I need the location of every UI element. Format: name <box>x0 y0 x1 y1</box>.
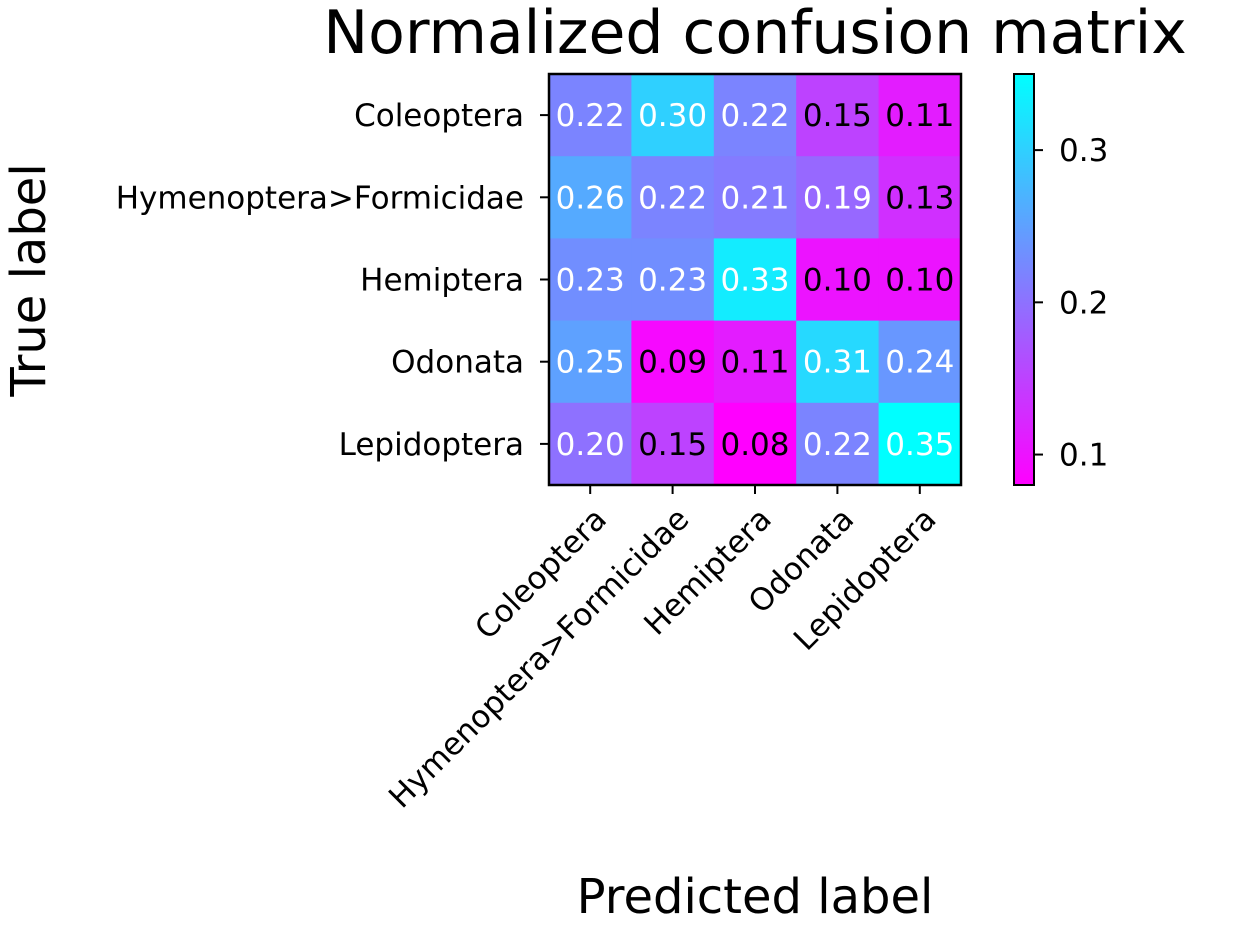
heatmap-cell <box>549 402 632 486</box>
cell-value-label: 0.35 <box>885 427 954 463</box>
colorbar-ticks: 0.1 0.2 0.3 <box>1034 133 1108 474</box>
heatmap-cell <box>796 402 880 486</box>
cell-value-label: 0.15 <box>803 98 872 134</box>
heatmap-cell <box>713 320 797 404</box>
y-axis-label: True label <box>1 163 57 397</box>
heatmap-cell <box>796 74 880 157</box>
heatmap-cell <box>631 402 715 486</box>
cell-value-label: 0.11 <box>885 98 954 134</box>
cell-value-label: 0.22 <box>556 98 625 134</box>
heatmap-cell <box>549 156 632 239</box>
heatmap-cell <box>878 238 962 322</box>
heatmap-cell <box>796 238 880 322</box>
heatmap-cell <box>713 238 797 322</box>
heatmap-cell <box>631 74 715 157</box>
cell-value-label: 0.23 <box>556 263 625 299</box>
y-tick-label: Hemiptera <box>360 263 524 299</box>
heatmap-cell <box>878 402 962 486</box>
cell-value-label: 0.25 <box>556 345 625 381</box>
colorbar-tick-label: 0.1 <box>1059 438 1108 474</box>
y-tick-label: Lepidoptera <box>339 427 524 463</box>
cell-value-label: 0.31 <box>803 345 872 381</box>
colorbar <box>1013 73 1035 486</box>
heatmap-cell-labels: 0.22 0.30 0.22 0.15 0.11 0.26 0.22 0.21 0.19 0.13… <box>556 98 955 463</box>
cell-value-label: 0.08 <box>720 427 789 463</box>
x-axis-ticks: ColeopteraHymenoptera>FormicidaeHemipter… <box>382 485 943 815</box>
heatmap-cell <box>549 74 632 157</box>
cell-value-label: 0.30 <box>638 98 707 134</box>
x-tick-label: Hymenoptera>Formicidae <box>382 501 696 815</box>
heatmap-cell <box>631 156 715 239</box>
heatmap-cell <box>631 238 715 322</box>
heatmap-cells <box>549 74 962 486</box>
heatmap-cell <box>713 156 797 239</box>
heatmap-cell <box>796 320 880 404</box>
heatmap-cell <box>549 238 632 322</box>
heatmap-cell <box>713 74 797 157</box>
cell-value-label: 0.10 <box>803 263 872 299</box>
cell-value-label: 0.19 <box>803 180 872 216</box>
heatmap-cell <box>878 74 962 157</box>
chart-title: Normalized confusion matrix <box>323 0 1187 68</box>
cell-value-label: 0.26 <box>556 180 625 216</box>
cell-value-label: 0.13 <box>885 180 954 216</box>
cell-value-label: 0.09 <box>638 345 707 381</box>
y-tick-label: Coleoptera <box>354 98 524 134</box>
y-axis-ticks: Coleoptera Hymenoptera>Formicidae Hemipter… <box>116 98 549 463</box>
heatmap-cell <box>713 402 797 486</box>
cell-value-label: 0.21 <box>720 180 789 216</box>
colorbar-tick-label: 0.2 <box>1059 285 1108 321</box>
cell-value-label: 0.10 <box>885 263 954 299</box>
cell-value-label: 0.33 <box>720 263 789 299</box>
x-tick-label: Lepidoptera <box>787 501 944 658</box>
cell-value-label: 0.15 <box>638 427 707 463</box>
y-tick-label: Hymenoptera>Formicidae <box>116 180 524 216</box>
cell-value-label: 0.22 <box>803 427 872 463</box>
cell-value-label: 0.24 <box>885 345 954 381</box>
colorbar-tick-label: 0.3 <box>1059 133 1108 169</box>
heatmap-cell <box>796 156 880 239</box>
heatmap-cell <box>878 156 962 239</box>
heatmap-cell <box>549 320 632 404</box>
cell-value-label: 0.20 <box>556 427 625 463</box>
heatmap-cell <box>878 320 962 404</box>
cell-value-label: 0.23 <box>638 263 707 299</box>
heatmap-cell <box>631 320 715 404</box>
y-tick-label: Odonata <box>391 345 524 381</box>
x-axis-label: Predicted label <box>577 869 934 925</box>
cell-value-label: 0.22 <box>638 180 707 216</box>
cell-value-label: 0.22 <box>720 98 789 134</box>
cell-value-label: 0.11 <box>720 345 789 381</box>
